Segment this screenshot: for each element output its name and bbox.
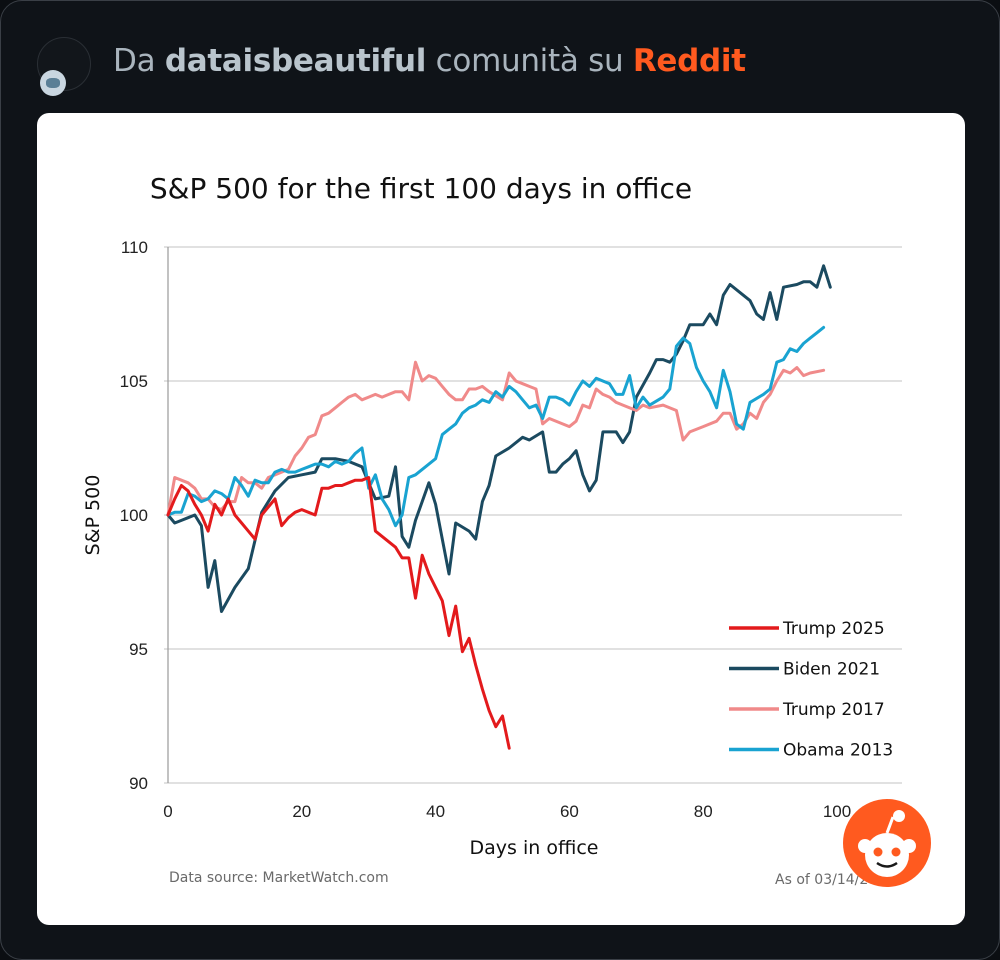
- legend-label: Obama 2013: [783, 741, 893, 761]
- y-tick-label: 105: [120, 372, 148, 391]
- y-tick-label: 100: [120, 506, 148, 525]
- reddit-avatar-icon[interactable]: [37, 37, 91, 96]
- series-line-obama-2013: [166, 325, 826, 528]
- y-tick-label: 90: [129, 774, 148, 793]
- line-chart: S&P 500 for the first 100 days in office…: [82, 172, 902, 888]
- y-tick-label: 95: [129, 640, 148, 659]
- legend-label: Trump 2017: [782, 700, 885, 720]
- source-line: Da dataisbeautiful comunità su Reddit: [113, 43, 746, 79]
- data-source: Data source: MarketWatch.com: [169, 870, 389, 886]
- community-link[interactable]: dataisbeautiful: [164, 43, 427, 79]
- y-tick-labels: 90 95 100 105 110: [120, 238, 148, 793]
- reddit-snoo-icon[interactable]: [843, 799, 931, 887]
- x-tick-label: 60: [560, 802, 579, 821]
- x-tick-label: 40: [426, 802, 445, 821]
- platform-link[interactable]: Reddit: [632, 43, 746, 79]
- x-tick-labels: 0 20 40 60 80 100: [163, 802, 851, 821]
- source-middle: comunità su: [435, 43, 624, 79]
- x-tick-label: 80: [694, 802, 713, 821]
- chart-title: S&P 500 for the first 100 days in office: [150, 172, 692, 205]
- chart-card: S&P 500 for the first 100 days in office…: [37, 113, 965, 925]
- legend-label: Trump 2025: [782, 619, 885, 639]
- x-axis-label: Days in office: [470, 837, 599, 859]
- x-tick-label: 20: [292, 802, 311, 821]
- x-tick-label: 100: [823, 802, 851, 821]
- y-axis-label: S&P 500: [82, 475, 104, 556]
- avatar-image: [40, 70, 66, 96]
- source-prefix: Da: [113, 43, 156, 79]
- series-line-trump-2025: [166, 476, 511, 750]
- y-tick-label: 110: [121, 238, 148, 257]
- legend: Trump 2025 Biden 2021 Trump 2017 Obama 2013: [729, 619, 893, 761]
- series-line-biden-2021: [166, 264, 832, 613]
- series-line-trump-2017: [166, 360, 826, 517]
- x-tick-label: 0: [163, 802, 172, 821]
- series-lines: [166, 264, 832, 750]
- legend-label: Biden 2021: [783, 660, 880, 680]
- post-header: Da dataisbeautiful comunità su Reddit: [37, 37, 937, 97]
